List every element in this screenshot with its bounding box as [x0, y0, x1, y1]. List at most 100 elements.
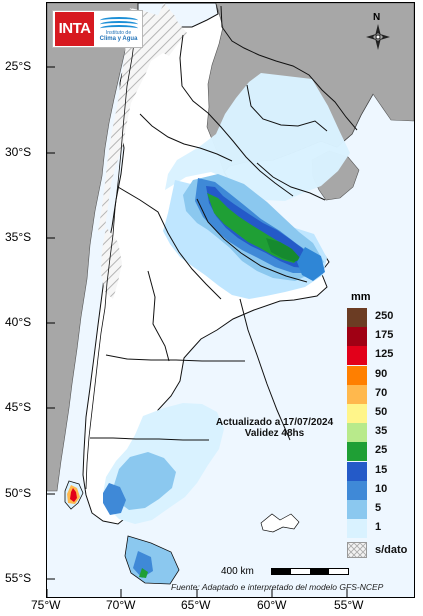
legend-color-swatch	[347, 404, 367, 423]
legend-color-swatch	[347, 500, 367, 519]
legend-row: 15	[347, 461, 413, 481]
legend-color-swatch	[347, 519, 367, 539]
province-border-rio-negro-chubut	[105, 354, 245, 362]
inta-logo: INTA	[55, 12, 95, 46]
legend-row: 5	[347, 500, 413, 519]
tierra-del-fuego-green-rain	[139, 568, 148, 578]
forecast-update-info: Actualizado a 17/07/2024 Validez 48hs	[207, 417, 342, 439]
province-border-neuquen	[147, 270, 170, 362]
legend-title: mm	[351, 291, 371, 303]
rain-coastal-blue	[297, 247, 325, 281]
province-border-northeast-inner	[246, 84, 328, 132]
legend-value-label: 50	[375, 406, 388, 418]
no-data-andes-central	[101, 227, 122, 299]
lat-label-50s: 50°S	[5, 486, 32, 500]
legend-color-swatch	[347, 480, 367, 500]
legend-color-swatch	[347, 308, 367, 327]
map-frame	[46, 2, 415, 598]
lat-label-25s: 25°S	[5, 59, 32, 73]
tierra-del-fuego-heavy-rain	[133, 551, 153, 578]
legend-row: 1	[347, 519, 413, 539]
legend-row: 70	[347, 384, 413, 404]
map-scale: 400 km	[221, 566, 349, 579]
climate-water-logo: Instituto de Clima y Agua	[97, 12, 140, 46]
legend-value-label: 90	[375, 367, 388, 380]
climate-logo-line-2: Clima y Agua	[99, 35, 138, 42]
updated-date: Actualizado a 17/07/2024	[215, 417, 334, 428]
lat-label-55s: 55°S	[5, 571, 32, 585]
data-source-note: Fuente: Adaptado e interpretado del mode…	[171, 582, 384, 592]
scale-segment-black	[310, 569, 329, 574]
legend-row: 25	[347, 442, 413, 462]
red-rain-cell	[70, 488, 77, 502]
province-border-cuyo-north	[139, 113, 233, 162]
legend-no-data-row: s/dato	[347, 542, 413, 558]
validity-period: Validez 48hs	[244, 428, 305, 439]
legend-value-label: 1	[375, 521, 382, 534]
compass-rose-icon	[366, 24, 390, 50]
legend-row: 90	[347, 365, 413, 385]
legend-color-swatch	[347, 384, 367, 404]
lat-label-40s: 40°S	[5, 315, 32, 329]
lon-label-75w: 75°W	[31, 598, 61, 612]
hatched-pattern-icon	[347, 542, 367, 558]
legend-value-label: 70	[375, 386, 388, 399]
climate-logo-text: Instituto de Clima y Agua	[100, 30, 138, 42]
precipitation-legend: mm 250 175 125 90 70 50 35 25 15 10 5 1 s/dato	[347, 291, 413, 567]
lon-label-55w: 55°W	[334, 598, 364, 612]
legend-row: 175	[347, 327, 413, 347]
scale-segment-white	[329, 569, 348, 574]
legend-color-swatch	[347, 327, 367, 347]
chile-argentina-border	[85, 3, 139, 490]
legend-color-swatch	[347, 365, 367, 385]
scale-distance-label: 400 km	[221, 566, 254, 577]
province-border-cuyo	[117, 186, 222, 300]
province-border-northeast	[220, 5, 358, 131]
lon-label-60w: 60°W	[257, 598, 287, 612]
rain-moderate-patagonia	[114, 452, 176, 510]
no-data-label: s/dato	[375, 544, 408, 556]
legend-row: 125	[347, 346, 413, 366]
scale-segment-white	[291, 569, 310, 574]
legend-color-swatch	[347, 423, 367, 443]
rain-heavy-patagonia	[103, 483, 126, 515]
legend-value-label: 10	[375, 482, 388, 495]
legend-row: 50	[347, 404, 413, 423]
rain-light-north	[165, 73, 350, 201]
province-border-mesopotamia	[256, 162, 326, 201]
malvinas-islands	[260, 513, 300, 533]
legend-value-label: 125	[375, 348, 394, 361]
scale-segment-black	[272, 569, 291, 574]
lat-label-35s: 35°S	[5, 230, 32, 244]
legend-color-swatch	[347, 461, 367, 481]
legend-color-swatch	[347, 442, 367, 462]
lat-label-30s: 30°S	[5, 145, 32, 159]
climate-logo-line-1: Instituto de	[105, 29, 132, 36]
water-waves-icon	[99, 16, 138, 30]
province-border-pampas	[196, 198, 308, 283]
legend-value-label: 35	[375, 425, 388, 438]
lat-label-45s: 45°S	[5, 400, 32, 414]
rain-dark-green-core	[266, 238, 301, 262]
argentina-precipitation-map	[47, 3, 414, 597]
legend-color-swatch	[347, 346, 367, 366]
north-label: N	[373, 12, 381, 23]
province-border-chubut-santa-cruz	[90, 437, 209, 441]
province-border-central-north	[179, 34, 294, 197]
legend-value-label: 15	[375, 463, 388, 476]
lon-label-70w: 70°W	[106, 598, 136, 612]
province-border-patagonia-east	[239, 298, 291, 441]
institutional-logos: INTA Instituto de Clima y Agua	[52, 10, 143, 48]
north-arrow: N	[361, 12, 395, 54]
legend-row: 10	[347, 480, 413, 500]
no-data-north-upper	[153, 3, 183, 56]
lon-label-65w: 65°W	[181, 598, 211, 612]
legend-value-label: 250	[375, 310, 394, 322]
legend-value-label: 25	[375, 444, 388, 457]
legend-row: 35	[347, 423, 413, 443]
legend-value-label: 175	[375, 329, 394, 342]
scale-bar	[271, 568, 349, 575]
legend-value-label: 5	[375, 502, 382, 514]
legend-row: 250	[347, 308, 413, 327]
